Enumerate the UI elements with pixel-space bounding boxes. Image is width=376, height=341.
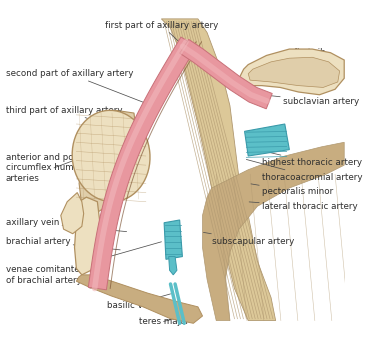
Polygon shape [239,49,344,95]
Polygon shape [88,37,197,290]
Text: brachial artery: brachial artery [6,237,120,250]
Polygon shape [164,220,182,259]
Text: lateral thoracic artery: lateral thoracic artery [249,202,358,211]
Text: pectoralis minor: pectoralis minor [251,184,333,196]
Text: anterior and posterior
circumflex humeral
arteries: anterior and posterior circumflex humera… [6,153,102,183]
Text: highest thoracic artery: highest thoracic artery [260,150,362,167]
Text: subclavian artery: subclavian artery [265,95,359,106]
Polygon shape [79,110,137,216]
Polygon shape [203,142,344,321]
Text: thoracoacromial artery: thoracoacromial artery [246,160,362,181]
Polygon shape [74,197,100,275]
Text: venae comitantes
of brachial artery: venae comitantes of brachial artery [6,242,161,284]
Text: first rib: first rib [274,48,326,66]
Text: third part of axillary artery: third part of axillary artery [6,106,141,137]
Text: first part of axillary artery: first part of axillary artery [105,21,218,49]
Text: teres major: teres major [138,317,189,326]
Text: axillary vein: axillary vein [6,218,127,232]
Polygon shape [61,193,84,234]
Text: second part of axillary artery: second part of axillary artery [6,69,150,105]
Polygon shape [248,57,340,87]
Text: subscapular artery: subscapular artery [203,232,294,246]
Polygon shape [169,256,177,275]
Polygon shape [180,40,272,109]
Text: basilic vein: basilic vein [106,294,171,310]
Polygon shape [161,19,276,321]
Polygon shape [76,275,203,323]
Ellipse shape [72,110,150,202]
Polygon shape [244,124,290,156]
